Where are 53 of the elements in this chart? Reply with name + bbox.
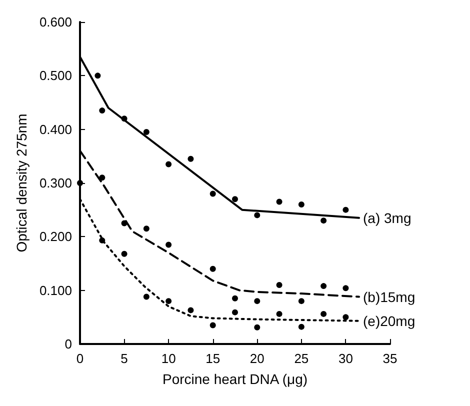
point xyxy=(232,295,238,302)
point xyxy=(342,314,349,320)
y-tick-label: 0.200 xyxy=(39,229,72,244)
point xyxy=(298,298,304,304)
x-tick-label: 30 xyxy=(338,351,353,366)
y-tick-label: 0.100 xyxy=(39,282,72,298)
point xyxy=(166,242,172,248)
point xyxy=(210,190,216,197)
x-tick-label: 20 xyxy=(250,351,264,366)
point xyxy=(94,72,101,79)
point xyxy=(121,250,128,257)
y-tick-label: 0.300 xyxy=(39,176,72,190)
point xyxy=(254,324,260,330)
point xyxy=(143,294,150,300)
point xyxy=(276,310,282,317)
point xyxy=(166,161,172,168)
point xyxy=(298,201,304,208)
x-axis-title: Porcine heart DNA (μg) xyxy=(162,371,308,387)
y-tick-label: 0 xyxy=(64,336,72,352)
y-axis-title: Optical density 275nm xyxy=(14,114,30,252)
point xyxy=(232,309,238,316)
series-label: (a) 3mg xyxy=(363,210,412,226)
y-tick-label: 0.500 xyxy=(39,68,72,84)
point xyxy=(298,324,304,330)
point xyxy=(210,322,216,328)
x-tick-label: 35 xyxy=(382,351,398,366)
point xyxy=(320,218,327,224)
point xyxy=(320,310,327,317)
point xyxy=(254,212,260,218)
point xyxy=(188,156,194,162)
x-tick-label: 10 xyxy=(161,351,176,366)
point xyxy=(342,285,349,292)
point xyxy=(232,196,238,202)
point xyxy=(143,226,150,232)
y-tick-label: 0.600 xyxy=(39,14,72,30)
point xyxy=(254,298,260,304)
point xyxy=(276,198,282,205)
x-tick-label: 0 xyxy=(76,351,84,366)
series-label: (e)20mg xyxy=(363,312,416,329)
point xyxy=(342,206,349,213)
x-tick-label: 15 xyxy=(206,351,220,366)
x-tick-label: 25 xyxy=(294,351,309,366)
point xyxy=(210,266,216,272)
point xyxy=(188,307,194,314)
point xyxy=(320,283,327,290)
point xyxy=(166,298,172,304)
y-tick-label: 0.400 xyxy=(39,122,72,137)
x-tick-label: 5 xyxy=(120,351,128,366)
point xyxy=(77,180,83,186)
point xyxy=(143,129,150,136)
point xyxy=(276,282,282,288)
series-label: (b)15mg xyxy=(363,288,416,305)
point xyxy=(99,108,106,114)
